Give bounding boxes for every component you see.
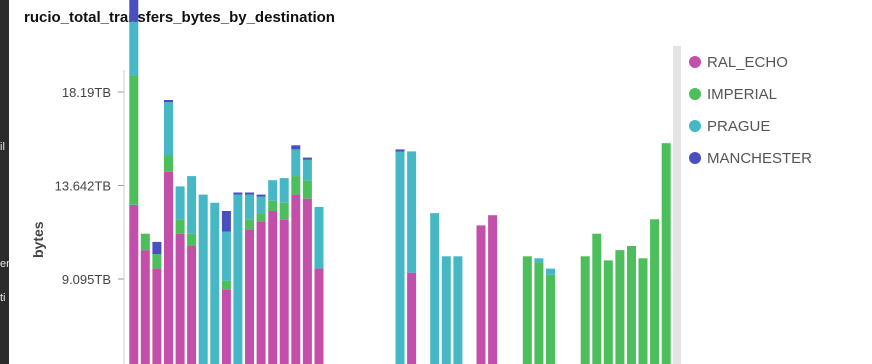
- bar-segment[interactable]: [279, 202, 289, 220]
- legend: RAL_ECHO IMPERIAL PRAGUE MANCHESTER: [689, 46, 812, 174]
- bar-segment[interactable]: [441, 256, 451, 364]
- bar-segment[interactable]: [650, 219, 660, 364]
- y-tick-label: 9.095TB: [62, 272, 111, 287]
- bar-segment[interactable]: [164, 172, 173, 364]
- bar-segment[interactable]: [279, 178, 289, 203]
- y-tick-label: 18.19TB: [62, 85, 111, 100]
- bar-segment[interactable]: [534, 262, 544, 364]
- bar-segment[interactable]: [661, 143, 671, 364]
- bar-segment[interactable]: [395, 151, 405, 364]
- bar-segment[interactable]: [152, 241, 162, 255]
- bar-segment[interactable]: [152, 254, 162, 269]
- bar-segment[interactable]: [546, 274, 555, 364]
- bar-segment[interactable]: [627, 246, 636, 364]
- bar-segment[interactable]: [256, 213, 266, 222]
- bar-segment[interactable]: [198, 194, 208, 364]
- bar-segment[interactable]: [187, 233, 197, 246]
- bar-chart: 9.095TB 13.642TB 18.19TB: [55, 0, 671, 364]
- bar-segment[interactable]: [129, 21, 139, 76]
- bar-segment[interactable]: [129, 75, 139, 205]
- legend-label: IMPERIAL: [707, 85, 778, 103]
- bar-segment[interactable]: [175, 219, 185, 234]
- left-edge-text: il: [0, 141, 5, 153]
- bar-segment[interactable]: [245, 219, 254, 230]
- bar-segment[interactable]: [221, 231, 231, 281]
- bar-segment[interactable]: [430, 213, 440, 364]
- bar-segment[interactable]: [302, 180, 312, 199]
- bar-segment[interactable]: [175, 186, 185, 220]
- panel-title: rucio_total_transfers_bytes_by_destinati…: [24, 9, 335, 26]
- bar-segment[interactable]: [268, 211, 278, 364]
- legend-item-manchester[interactable]: MANCHESTER: [689, 142, 812, 174]
- bar-segment[interactable]: [164, 155, 173, 172]
- bar-segment[interactable]: [615, 250, 625, 364]
- bar-segment[interactable]: [268, 200, 278, 212]
- bar-segment[interactable]: [152, 268, 162, 364]
- legend-item-prague[interactable]: PRAGUE: [689, 110, 812, 142]
- y-tick-label: 13.642TB: [55, 179, 111, 194]
- bar-segment[interactable]: [221, 211, 231, 232]
- legend-item-ral-echo[interactable]: RAL_ECHO: [689, 46, 812, 78]
- bar-segment[interactable]: [580, 256, 590, 364]
- bar-segment[interactable]: [210, 202, 220, 364]
- legend-swatch: [689, 152, 701, 164]
- left-edge-panel: il er ti: [0, 0, 10, 364]
- bar-segment[interactable]: [175, 233, 185, 364]
- bar-segment[interactable]: [245, 192, 254, 195]
- left-edge-text: ti: [0, 292, 6, 304]
- legend-swatch: [689, 88, 701, 100]
- bar-segment[interactable]: [592, 233, 602, 364]
- bar-segment[interactable]: [407, 272, 417, 364]
- bar-segment[interactable]: [291, 176, 301, 195]
- bar-segment[interactable]: [140, 233, 150, 251]
- bar-segment[interactable]: [302, 157, 312, 160]
- bar-segment[interactable]: [546, 268, 555, 275]
- bar-segment[interactable]: [407, 151, 417, 273]
- bar-segment[interactable]: [164, 102, 173, 156]
- legend-item-imperial[interactable]: IMPERIAL: [689, 78, 812, 110]
- legend-scrollbar[interactable]: [673, 46, 681, 364]
- bar-segment[interactable]: [314, 268, 324, 364]
- bar-segment[interactable]: [256, 221, 266, 364]
- bar-segment[interactable]: [221, 289, 231, 364]
- bar-segment[interactable]: [268, 180, 278, 201]
- bar-segment[interactable]: [302, 198, 312, 364]
- bar-segment[interactable]: [488, 215, 498, 364]
- left-edge-text: er: [0, 258, 10, 270]
- legend-swatch: [689, 56, 701, 68]
- legend-swatch: [689, 120, 701, 132]
- bar-segment[interactable]: [291, 194, 301, 364]
- bar-segment[interactable]: [129, 204, 139, 364]
- bar-segment[interactable]: [476, 225, 486, 364]
- bar-segment[interactable]: [302, 159, 312, 181]
- bar-segment[interactable]: [233, 194, 243, 364]
- bar-segment[interactable]: [256, 196, 266, 214]
- bar-segment[interactable]: [603, 260, 613, 364]
- bar-segment[interactable]: [164, 100, 173, 103]
- bar-segment[interactable]: [534, 258, 544, 263]
- legend-label: MANCHESTER: [707, 149, 813, 167]
- legend-label: RAL_ECHO: [707, 53, 788, 71]
- bar-segment[interactable]: [245, 194, 254, 220]
- bar-segment[interactable]: [314, 206, 324, 269]
- bar-segment[interactable]: [140, 250, 150, 364]
- bar-segment[interactable]: [291, 149, 301, 177]
- bar-segment[interactable]: [233, 192, 243, 195]
- bar-segment[interactable]: [291, 145, 301, 150]
- bar-segment[interactable]: [129, 0, 139, 22]
- bar-segment[interactable]: [245, 229, 254, 364]
- bar-segment[interactable]: [187, 176, 197, 234]
- bar-segment[interactable]: [279, 219, 289, 364]
- bar-segment[interactable]: [638, 258, 648, 364]
- bar-segment[interactable]: [221, 281, 231, 290]
- bar-segment[interactable]: [395, 149, 405, 152]
- bar-segment[interactable]: [187, 246, 197, 364]
- bar-segment[interactable]: [256, 194, 266, 197]
- legend-label: PRAGUE: [707, 117, 771, 135]
- bar-segment[interactable]: [522, 256, 532, 364]
- bar-segment[interactable]: [453, 256, 463, 364]
